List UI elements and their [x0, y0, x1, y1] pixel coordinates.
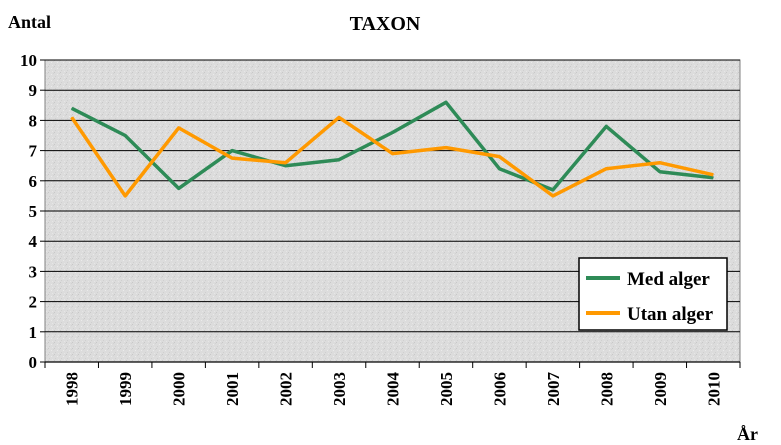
- y-axis-label: Antal: [8, 12, 51, 32]
- data-point: [659, 171, 661, 173]
- data-point: [659, 162, 661, 164]
- data-point: [285, 162, 287, 164]
- data-point: [231, 157, 233, 159]
- data-point: [552, 189, 554, 191]
- data-point: [445, 147, 447, 149]
- data-point: [338, 159, 340, 161]
- x-tick-label: 1999: [116, 372, 135, 406]
- data-point: [712, 174, 714, 176]
- x-tick-label: 2002: [277, 372, 296, 406]
- data-point: [71, 107, 73, 109]
- legend: Med alger Utan alger: [578, 257, 728, 331]
- data-point: [712, 177, 714, 179]
- x-axis-label: År: [737, 424, 758, 444]
- data-point: [605, 168, 607, 170]
- data-point: [605, 125, 607, 127]
- gridlines: [45, 59, 740, 333]
- data-point: [124, 135, 126, 136]
- x-tick-label: 2001: [223, 372, 242, 406]
- x-tick-label: 2006: [490, 372, 509, 406]
- x-tick-label: 1998: [63, 372, 82, 406]
- legend-label-med-alger: Med alger: [627, 269, 710, 290]
- x-tick-label: 2010: [704, 372, 723, 406]
- x-tick-label: 2009: [651, 372, 670, 406]
- y-axis-ticks: 0 1 2 3 4 5 6 7 8 9 10: [20, 51, 740, 372]
- data-point: [338, 116, 340, 118]
- x-axis-ticks: 1998 1999 2000 2001 2002 2003 2004 2005 2006 2007…: [44, 362, 741, 407]
- x-tick-label: 2005: [437, 372, 456, 406]
- legend-box: [578, 257, 728, 331]
- y-tick-label: 8: [29, 111, 38, 130]
- y-tick-label: 2: [29, 293, 38, 312]
- y-tick-label: 9: [29, 81, 38, 100]
- data-point: [392, 131, 393, 133]
- y-tick-label: 3: [29, 262, 38, 281]
- y-tick-label: 1: [29, 323, 38, 342]
- x-tick-label: 2003: [330, 372, 349, 406]
- data-point: [498, 168, 500, 170]
- data-point: [285, 165, 287, 167]
- y-tick-label: 5: [29, 202, 38, 221]
- x-tick-label: 2000: [170, 372, 189, 406]
- data-point: [552, 195, 554, 197]
- data-point: [445, 101, 447, 103]
- x-tick-label: 2007: [544, 372, 563, 407]
- data-point: [71, 116, 73, 118]
- y-tick-label: 0: [29, 353, 38, 372]
- x-tick-label: 2008: [597, 372, 616, 406]
- data-point: [178, 187, 180, 189]
- data-point: [392, 153, 393, 155]
- y-tick-label: 7: [29, 142, 38, 161]
- data-point: [178, 127, 180, 129]
- y-tick-label: 10: [20, 51, 37, 70]
- data-point: [231, 150, 233, 152]
- data-point: [498, 156, 500, 158]
- data-point: [124, 195, 126, 197]
- chart-title: TAXON: [350, 13, 421, 35]
- legend-label-utan-alger: Utan alger: [627, 304, 714, 325]
- y-tick-label: 6: [29, 172, 38, 191]
- series-lines: [70, 100, 714, 198]
- x-tick-label: 2004: [384, 372, 403, 407]
- y-tick-label: 4: [29, 232, 38, 251]
